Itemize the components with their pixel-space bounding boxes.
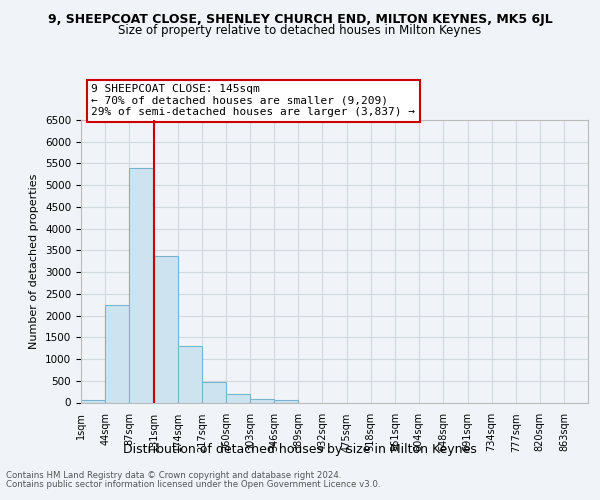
Bar (250, 399, 274, 402)
Bar (202, 382, 226, 402)
Bar (81, 400, 105, 402)
Text: Contains public sector information licensed under the Open Government Licence v3: Contains public sector information licen… (6, 480, 380, 489)
Bar (129, 168, 153, 402)
Text: Size of property relative to detached houses in Milton Keynes: Size of property relative to detached ho… (118, 24, 482, 37)
Bar (178, 346, 202, 403)
Bar (274, 400, 298, 402)
Text: Contains HM Land Registry data © Crown copyright and database right 2024.: Contains HM Land Registry data © Crown c… (6, 471, 341, 480)
Bar (105, 304, 129, 402)
Text: 9, SHEEPCOAT CLOSE, SHENLEY CHURCH END, MILTON KEYNES, MK5 6JL: 9, SHEEPCOAT CLOSE, SHENLEY CHURCH END, … (47, 12, 553, 26)
Bar (154, 256, 178, 402)
Text: 9 SHEEPCOAT CLOSE: 145sqm
← 70% of detached houses are smaller (9,209)
29% of se: 9 SHEEPCOAT CLOSE: 145sqm ← 70% of detac… (91, 84, 415, 117)
Text: Distribution of detached houses by size in Milton Keynes: Distribution of detached houses by size … (123, 442, 477, 456)
Y-axis label: Number of detached properties: Number of detached properties (29, 174, 40, 349)
Bar (226, 394, 250, 402)
